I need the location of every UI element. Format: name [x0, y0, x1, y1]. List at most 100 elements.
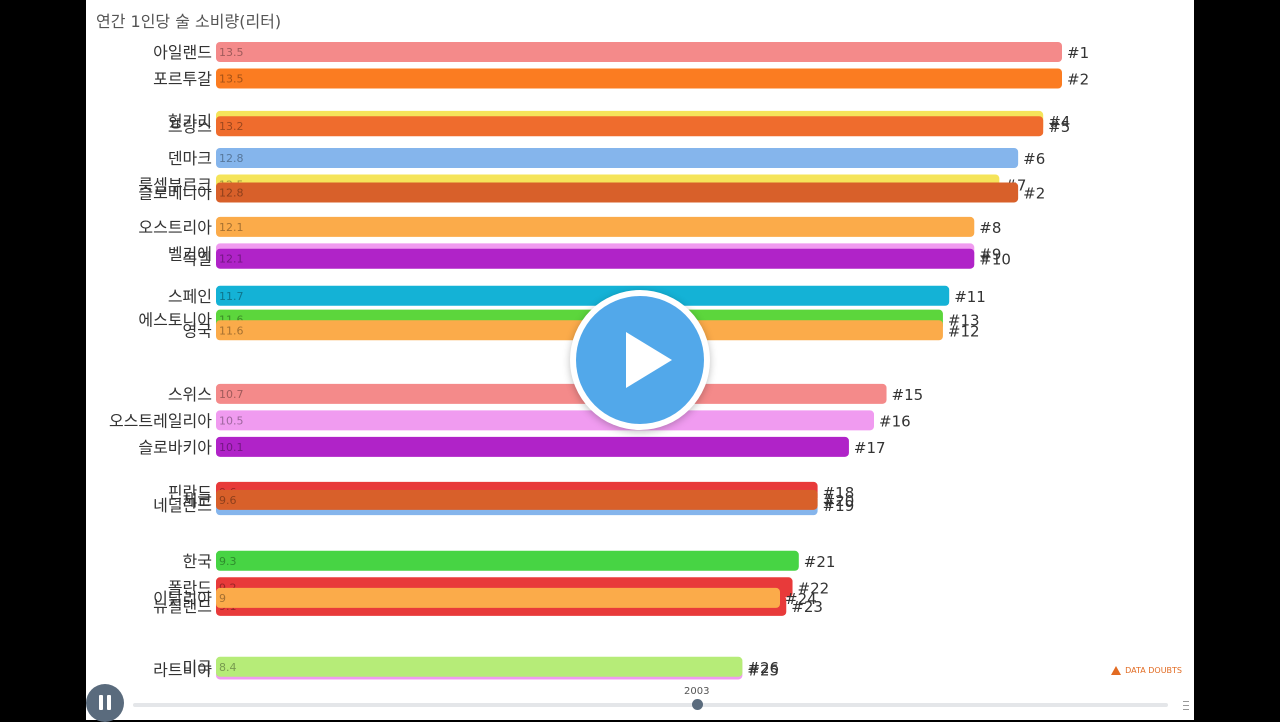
bar-rank-label: #21 — [804, 553, 836, 571]
bar-label: 독일 — [183, 250, 212, 269]
chart-frame: 연간 1인당 술 소비량(리터) 아일랜드 13.5 #1 포르투갈 13.5 #2 헝가리… — [86, 0, 1194, 720]
bar-label: 라트비아 — [153, 660, 212, 679]
bar-group: 오스트레일리아 10.5 #16 — [109, 410, 911, 431]
bar-label: 오스트리아 — [138, 218, 212, 237]
resize-grip-icon[interactable] — [1183, 698, 1191, 716]
bar-rank-label: #13 — [948, 312, 980, 330]
bar-group: 오스트리아 12.1 #8 — [138, 216, 1001, 237]
play-button[interactable] — [570, 290, 710, 430]
bar-rank-label: #10 — [979, 251, 1011, 269]
bar-label: 영국 — [183, 321, 212, 340]
bar-rank-label: #12 — [948, 322, 980, 340]
pause-icon — [99, 695, 103, 710]
chart-title: 연간 1인당 술 소비량(리터) — [96, 12, 282, 31]
data-doubts-link[interactable]: DATA DOUBTS — [1111, 666, 1182, 675]
bar-rank-label: #26 — [747, 659, 779, 677]
bar-rank-label: #25 — [747, 661, 779, 679]
bar-rank-label: #20 — [823, 492, 855, 510]
bar — [216, 248, 975, 269]
bar-value-label: 9 — [219, 592, 226, 605]
bar — [216, 116, 1044, 137]
bar-rank-label: #2 — [1067, 71, 1089, 89]
bar — [216, 42, 1062, 62]
bar-rank-label: #6 — [1023, 150, 1045, 168]
bar-label: 체코 — [183, 491, 212, 510]
bar-rank-label: #19 — [823, 497, 855, 515]
bar — [216, 216, 975, 237]
bar-group: 프랑스 13.2 #5 — [168, 116, 1070, 137]
bar-label: 미국 — [183, 658, 212, 677]
bar-value-label: 13.5 — [219, 46, 244, 59]
bar-rank-label: #22 — [798, 579, 830, 597]
bar-label: 한국 — [183, 552, 212, 571]
bar — [216, 656, 743, 677]
bar-label: 폴란드 — [168, 578, 212, 597]
timeline-knob[interactable] — [692, 699, 703, 710]
bar-rank-label: #16 — [879, 412, 911, 430]
bar-group: 스페인 11.7 #11 — [168, 285, 986, 306]
bar-label: 헝가리 — [168, 112, 212, 131]
bar — [216, 550, 799, 571]
bar-label: 이탈리아 — [153, 589, 212, 608]
bar-label: 아일랜드 — [153, 43, 212, 62]
bar-rank-label: #15 — [892, 386, 924, 404]
bar — [216, 489, 818, 510]
bar-label: 뉴질랜드 — [153, 597, 212, 616]
bar-rank-label: #5 — [1048, 118, 1070, 136]
bar-rank-label: #18 — [823, 484, 855, 502]
bar-rank-label: #24 — [785, 590, 817, 608]
data-doubts-label: DATA DOUBTS — [1125, 666, 1182, 675]
bar — [216, 383, 887, 404]
bar-rank-label: #4 — [1048, 113, 1070, 131]
bar-rank-label: #9 — [979, 245, 1001, 263]
bar-group: 슬로베니아 12.8 #2 — [138, 182, 1045, 203]
bar-label: 스페인 — [168, 287, 212, 306]
bar-value-label: 10.7 — [219, 388, 244, 401]
bar-label: 오스트레일리아 — [109, 411, 212, 430]
bar-label: 슬로베니아 — [138, 183, 212, 202]
bar-value-label: 12.8 — [219, 152, 244, 165]
bar-group: 덴마크 12.8 #6 — [168, 148, 1045, 168]
bar-label: 벨기에 — [168, 244, 212, 263]
bar-group: 이탈리아 9 #24 — [153, 587, 817, 608]
bar-group: 아일랜드 13.5 #1 — [153, 42, 1089, 62]
bar-group: 포르투갈 13.5 #2 — [153, 68, 1089, 89]
warning-icon — [1111, 666, 1122, 675]
bar-label: 핀란드 — [168, 483, 212, 502]
bar — [216, 436, 849, 457]
bar — [216, 68, 1062, 89]
bar-rank-label: #23 — [791, 598, 823, 616]
bar — [216, 285, 950, 306]
pause-button[interactable] — [86, 684, 124, 722]
bar-group: 미국 8.4 #26 — [183, 656, 779, 677]
bar — [216, 148, 1019, 168]
timeline-year: 2003 — [684, 686, 710, 697]
bar-label: 덴마크 — [168, 149, 212, 168]
bar-label: 스위스 — [168, 385, 212, 404]
bar-group: 스위스 10.7 #15 — [168, 383, 924, 404]
bar-value-label: 9.3 — [219, 555, 237, 568]
pause-icon-bar — [107, 695, 111, 710]
timeline-track[interactable] — [133, 703, 1168, 707]
bar-rank-label: #8 — [979, 219, 1001, 237]
bar-group: 슬로바키아 10.1 #17 — [138, 436, 886, 457]
bar-rank-label: #1 — [1067, 44, 1089, 62]
bar-label: 포르투갈 — [153, 70, 212, 89]
bar-label: 룩셈부르크 — [138, 176, 212, 195]
play-icon-bg — [576, 296, 704, 424]
bar-rank-label: #17 — [854, 439, 886, 457]
bar-value-label: 11.7 — [219, 290, 244, 303]
bar-value-label: 13.5 — [219, 73, 244, 86]
bar-label: 에스토니아 — [138, 311, 212, 330]
play-icon — [626, 332, 672, 388]
bar-group: 한국 9.3 #21 — [183, 550, 836, 571]
bar-rank-label: #11 — [954, 288, 986, 306]
bar-value-label: 11.6 — [219, 324, 244, 337]
bar-label: 네덜란드 — [153, 496, 212, 515]
bar-rank-label: #2 — [1023, 184, 1045, 202]
bar-value-label: 12.1 — [219, 221, 244, 234]
bar-value-label: 10.1 — [219, 441, 244, 454]
bar-value-label: 13.2 — [219, 120, 244, 133]
bar-label: 프랑스 — [168, 117, 212, 136]
